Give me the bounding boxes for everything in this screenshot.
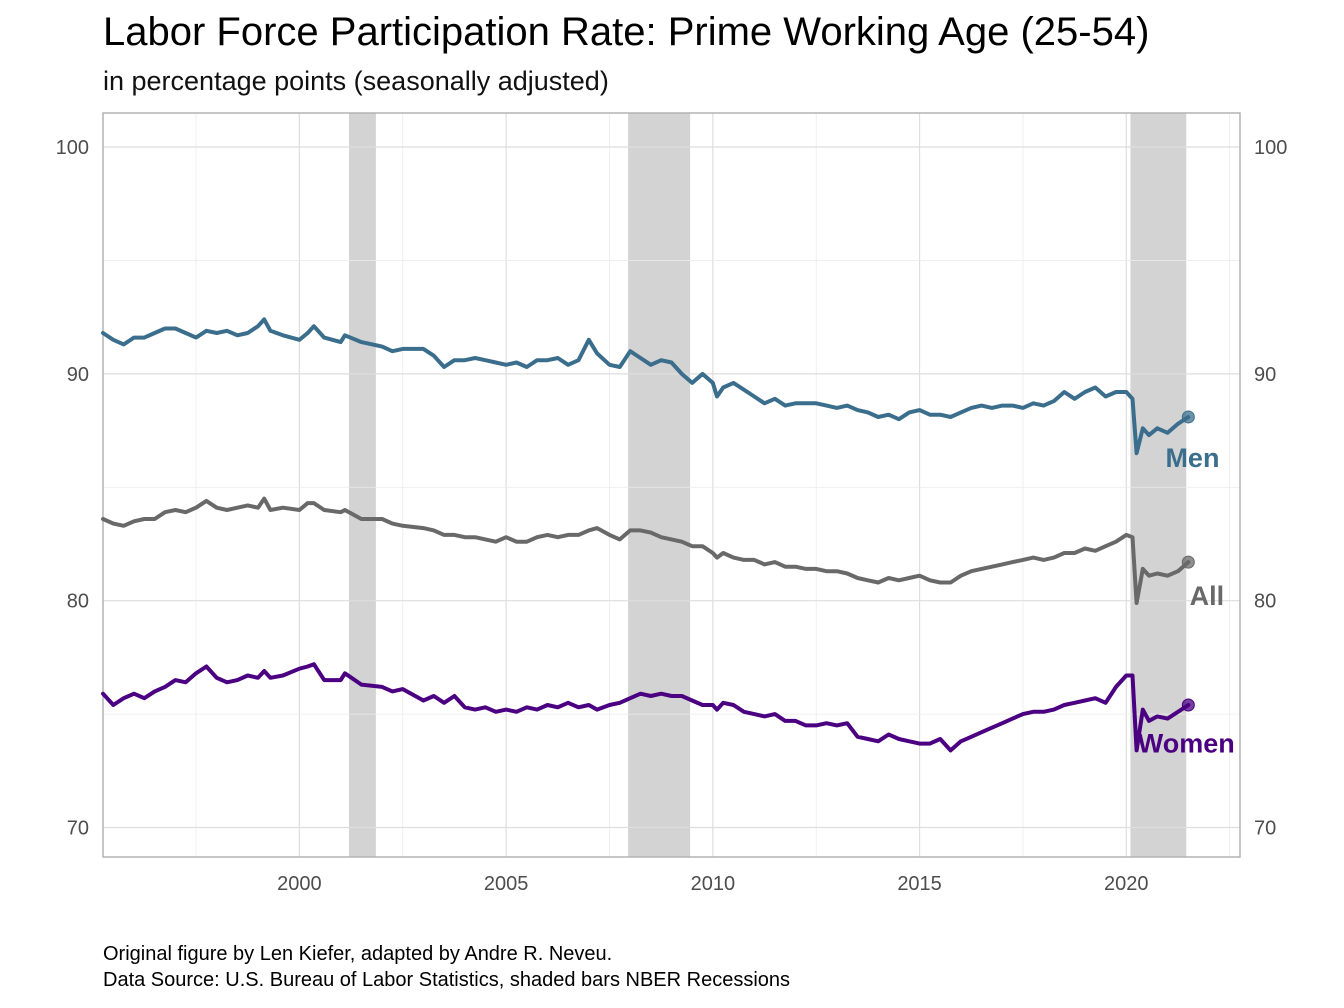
recession-bar-1 — [349, 113, 376, 857]
series-label-all: All — [1190, 581, 1225, 611]
x-tick-label: 2015 — [897, 873, 942, 895]
series-endpoint-men — [1181, 410, 1195, 424]
chart-subtitle: in percentage points (seasonally adjuste… — [103, 66, 609, 96]
series-line-women — [101, 662, 1191, 753]
y-tick-label-left: 100 — [56, 137, 89, 159]
series-endpoint-women — [1181, 698, 1195, 712]
axis-ticks: 70 70 80 80 90 90 100 100 2000 2005 2010 2015 2020 — [56, 137, 1288, 895]
y-tick-label-right: 80 — [1254, 591, 1276, 613]
recession-bar-2 — [628, 113, 691, 857]
series-line-men — [101, 317, 1191, 456]
caption-source: Data Source: U.S. Bureau of Labor Statis… — [103, 969, 791, 991]
plot-border — [102, 112, 1241, 858]
series-labels: Men All Women — [1138, 443, 1235, 759]
y-tick-label-left: 90 — [67, 364, 89, 386]
series-label-women: Women — [1138, 729, 1235, 759]
caption-credit: Original figure by Len Kiefer, adapted b… — [103, 943, 613, 965]
y-tick-label-right: 100 — [1254, 137, 1287, 159]
chart-title: Labor Force Participation Rate: Prime Wo… — [103, 10, 1150, 54]
grid-lines — [103, 113, 1240, 857]
series-line-all — [101, 496, 1191, 605]
y-tick-label-right: 70 — [1254, 818, 1276, 840]
recession-bars — [349, 113, 1187, 857]
y-tick-label-left: 80 — [67, 591, 89, 613]
series-label-men: Men — [1165, 443, 1219, 473]
series-endpoint-all — [1181, 555, 1195, 569]
x-tick-label: 2020 — [1104, 873, 1149, 895]
x-tick-label: 2010 — [691, 873, 736, 895]
series-lines — [101, 317, 1195, 753]
y-tick-label-left: 70 — [67, 818, 89, 840]
y-tick-label-right: 90 — [1254, 364, 1276, 386]
x-tick-label: 2000 — [277, 873, 322, 895]
x-tick-label: 2005 — [484, 873, 529, 895]
